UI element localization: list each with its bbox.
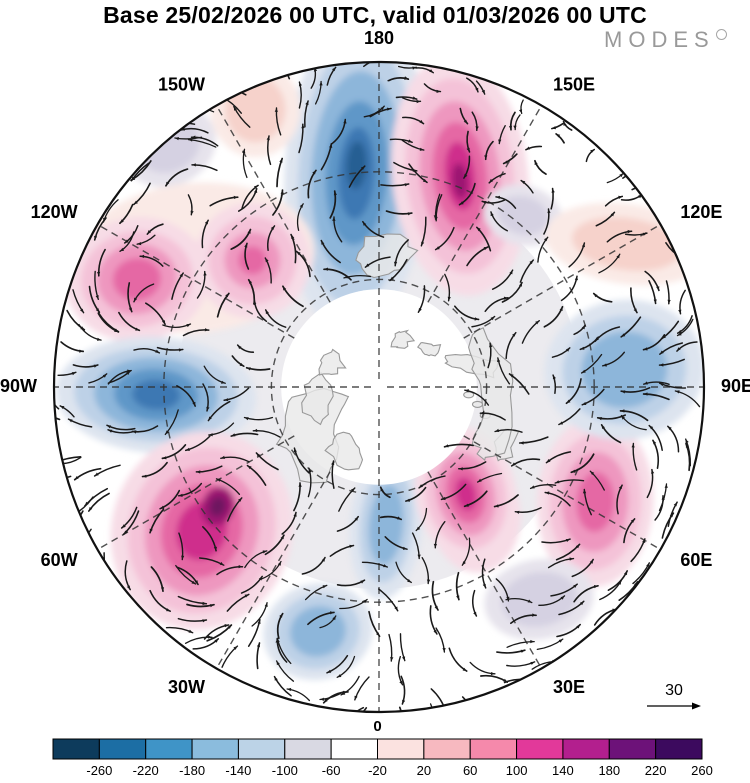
svg-text:30: 30 [665,682,683,699]
svg-text:100: 100 [506,763,528,778]
svg-text:-260: -260 [86,763,112,778]
svg-text:90W: 90W [0,376,37,396]
svg-text:180: 180 [364,28,394,48]
svg-text:120E: 120E [680,202,722,222]
svg-text:90E: 90E [721,376,750,396]
svg-text:140: 140 [552,763,574,778]
svg-text:-140: -140 [225,763,251,778]
svg-text:260: 260 [691,763,713,778]
svg-text:180: 180 [598,763,620,778]
svg-text:150W: 150W [158,74,205,94]
svg-text:-220: -220 [133,763,159,778]
svg-text:-180: -180 [179,763,205,778]
svg-text:60: 60 [463,763,477,778]
svg-text:30E: 30E [553,677,585,697]
svg-text:-60: -60 [322,763,341,778]
svg-text:150E: 150E [553,74,595,94]
svg-text:0: 0 [373,718,381,735]
svg-text:20: 20 [417,763,431,778]
svg-text:60W: 60W [41,550,78,570]
svg-text:120W: 120W [31,202,78,222]
svg-text:-20: -20 [368,763,387,778]
svg-text:220: 220 [645,763,667,778]
svg-text:30W: 30W [168,677,205,697]
svg-text:-100: -100 [272,763,298,778]
svg-text:60E: 60E [680,550,712,570]
